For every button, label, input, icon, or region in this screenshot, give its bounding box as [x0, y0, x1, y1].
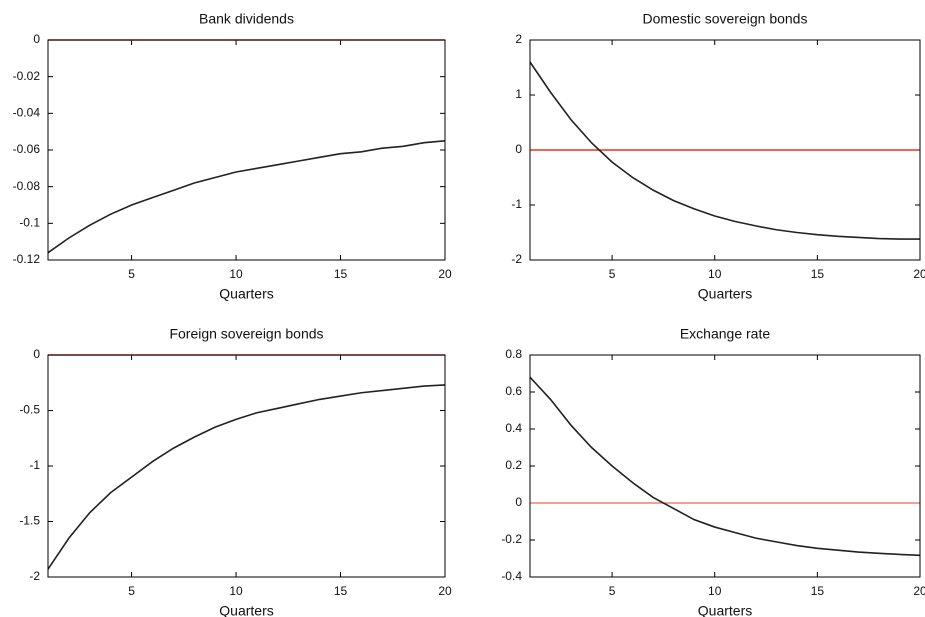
subplot: Bank dividends Quarters 5 10 15 20 -0.12 -0.1 -0… [13, 11, 452, 302]
line [529, 376, 921, 557]
y-tick-label: -0.12 [13, 252, 41, 266]
y-tick-label: 0.8 [505, 347, 522, 361]
x-tick-label: 10 [708, 267, 722, 281]
x-axis-label: Quarters [219, 286, 273, 302]
y-tick-label: 0 [33, 32, 40, 46]
y-tick-label: 0 [515, 495, 522, 509]
y-tick-label: -1 [511, 197, 522, 211]
x-tick-label: 5 [128, 267, 135, 281]
x-tick-label: 15 [811, 584, 825, 598]
y-tick-label: 0.2 [505, 458, 522, 472]
x-tick-label: 20 [438, 584, 452, 598]
axes-box [47, 39, 446, 261]
x-axis-label: Quarters [698, 286, 752, 302]
x-tick-label: 5 [609, 584, 616, 598]
subplot-title: Bank dividends [199, 11, 294, 27]
x-tick-label: 20 [438, 267, 452, 281]
y-tick-label: 2 [515, 32, 522, 46]
y-tick-label: -0.4 [501, 569, 522, 583]
x-axis-label: Quarters [219, 603, 273, 617]
x-tick-label: 15 [334, 267, 348, 281]
subplot-title: Domestic sovereign bonds [643, 11, 808, 27]
line [529, 61, 920, 240]
y-tick-label: 0.4 [505, 421, 522, 435]
x-tick-label: 5 [128, 584, 135, 598]
y-tick-label: -1 [29, 458, 40, 472]
subplot-title: Foreign sovereign bonds [169, 326, 323, 342]
y-tick-label: -0.5 [19, 403, 40, 417]
x-tick-label: 15 [334, 584, 348, 598]
y-tick-label: -0.04 [13, 106, 41, 120]
x-tick-label: 20 [913, 267, 925, 281]
y-tick-label: -1.5 [19, 514, 40, 528]
x-tick-label: 20 [913, 584, 925, 598]
x-axis-label: Quarters [698, 603, 752, 617]
axes-box [529, 39, 921, 261]
y-tick-label: 0 [515, 142, 522, 156]
y-tick-label: 0 [33, 347, 40, 361]
subplot: Foreign sovereign bonds Quarters 5 10 15 20 -2… [19, 326, 452, 617]
y-tick-label: -0.2 [501, 532, 522, 546]
x-tick-label: 10 [229, 584, 243, 598]
axes-box [529, 354, 921, 578]
y-tick-label: -0.02 [13, 69, 41, 83]
y-tick-label: -0.1 [19, 216, 40, 230]
axes-box [47, 354, 446, 578]
y-tick-label: -0.08 [13, 179, 41, 193]
y-tick-label: -2 [29, 569, 40, 583]
x-tick-label: 10 [229, 267, 243, 281]
line [47, 384, 446, 570]
x-tick-label: 10 [708, 584, 722, 598]
y-tick-label: -2 [511, 252, 522, 266]
x-tick-label: 15 [811, 267, 825, 281]
y-tick-label: 0.6 [505, 384, 522, 398]
line [47, 140, 446, 254]
y-tick-label: 1 [515, 87, 522, 101]
y-tick-label: -0.06 [13, 142, 41, 156]
x-tick-label: 5 [609, 267, 616, 281]
subplot: Exchange rate Quarters 5 10 15 20 -0.4 -0.2 0 0.2… [501, 326, 925, 617]
subplot-title: Exchange rate [680, 326, 770, 342]
